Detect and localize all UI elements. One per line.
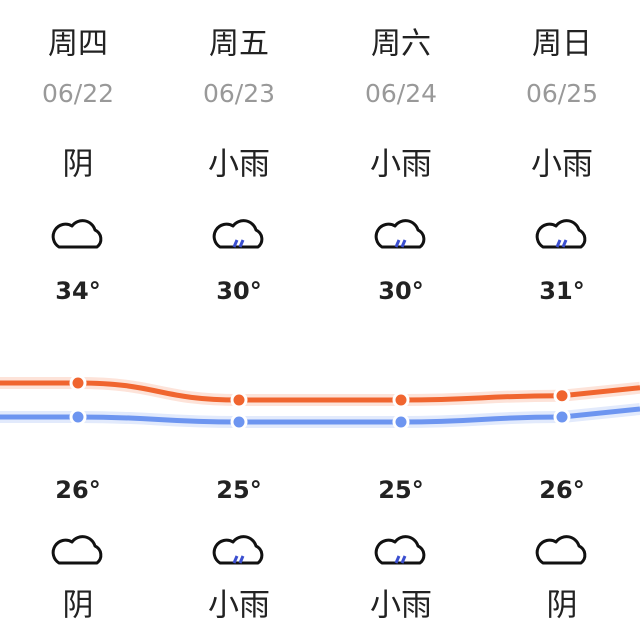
rain-icon (374, 219, 426, 249)
cloud-outline (374, 219, 426, 249)
date: 06/25 (526, 79, 598, 108)
rain-icon (535, 219, 587, 249)
high-curve (77, 380, 563, 403)
rain-drop (238, 555, 245, 564)
night-weather: 阴 (547, 588, 578, 624)
high-dot (230, 391, 248, 409)
cloud-outline (535, 219, 587, 249)
rain-icon (212, 535, 264, 565)
rain-drop (561, 239, 568, 248)
high-temp: 30° (378, 277, 423, 305)
date: 06/22 (42, 79, 114, 108)
low-temp: 26° (539, 476, 584, 504)
cloud-outline (51, 219, 103, 249)
night-weather: 小雨 (208, 588, 270, 624)
cloud-outline (212, 535, 264, 565)
curve-edge (561, 385, 640, 399)
low-temp: 26° (55, 476, 100, 504)
rain-drop (232, 239, 239, 248)
low-dot (230, 413, 248, 431)
rain-drop (394, 555, 401, 564)
rain-drop (400, 239, 407, 248)
cloud-outline (535, 535, 587, 565)
weekday: 周六 (371, 27, 431, 62)
high-temp: 30° (216, 277, 261, 305)
cloud-icon (535, 535, 587, 565)
high-temp: 31° (539, 277, 584, 305)
cloud-icon (51, 535, 103, 565)
cloud-outline (212, 219, 264, 249)
rain-icon (374, 535, 426, 565)
weekday: 周日 (532, 27, 592, 62)
rain-drop (400, 555, 407, 564)
rain-icon (212, 219, 264, 249)
cloud-icon (51, 219, 103, 249)
weekday: 周五 (209, 27, 269, 62)
curve-edge (561, 406, 640, 420)
low-temp: 25° (216, 476, 261, 504)
cloud-outline (51, 535, 103, 565)
low-dot (553, 408, 571, 426)
high-dot (69, 374, 87, 392)
rain-drop (238, 239, 245, 248)
high-dot (392, 391, 410, 409)
high-temp: 34° (55, 277, 100, 305)
low-dot (392, 413, 410, 431)
day-weather: 阴 (63, 147, 94, 183)
high-dot (553, 387, 571, 405)
date: 06/24 (365, 79, 437, 108)
night-weather: 小雨 (370, 588, 432, 624)
day-weather: 小雨 (531, 147, 593, 183)
low-temp: 25° (378, 476, 423, 504)
day-weather: 小雨 (208, 147, 270, 183)
rain-drop (555, 239, 562, 248)
cloud-outline (374, 535, 426, 565)
night-weather: 阴 (63, 588, 94, 624)
rain-drop (232, 555, 239, 564)
day-weather: 小雨 (370, 147, 432, 183)
date: 06/23 (203, 79, 275, 108)
weekday: 周四 (48, 27, 108, 62)
low-dot (69, 408, 87, 426)
low-curve (77, 414, 563, 425)
rain-drop (394, 239, 401, 248)
